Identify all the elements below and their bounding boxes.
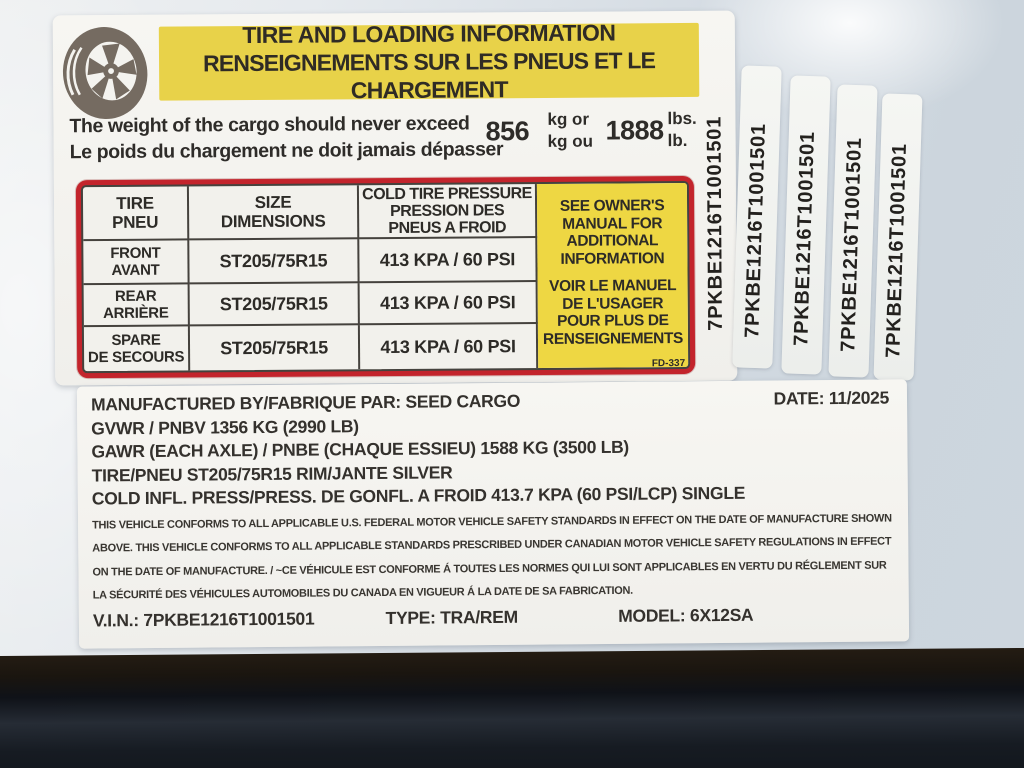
cargo-lb-value: 1888 (605, 115, 664, 146)
model-value: MODEL: 6X12SA (618, 604, 754, 626)
rear-pressure: 413 KPA / 60 PSI (380, 291, 516, 313)
tire-loading-label: TIRE AND LOADING INFORMATION RENSEIGNEME… (52, 10, 738, 386)
spare-en: SPARE (111, 331, 161, 349)
trailer-dark-trim (0, 647, 1024, 768)
vin-strip-3-text: 7PKBE1216T1001501 (837, 136, 866, 353)
lb-unit-en: lbs. (667, 108, 697, 129)
title-en: TIRE AND LOADING INFORMATION (242, 19, 616, 49)
owners-manual-note: SEE OWNER'S MANUAL FOR ADDITIONAL INFORM… (536, 182, 689, 370)
vin-strip-2: 7PKBE1216T1001501 (781, 75, 831, 375)
front-fr: AVANT (111, 261, 160, 279)
rear-en: REAR (114, 287, 157, 305)
rear-size: ST205/75R15 (219, 292, 328, 314)
header-size-l1: SIZE (254, 192, 292, 212)
cargo-weight-text: The weight of the cargo should never exc… (69, 110, 503, 165)
title-banner: TIRE AND LOADING INFORMATION RENSEIGNEME… (158, 19, 700, 103)
col-header-pressure: COLD TIRE PRESSURE PRESSION DES PNEUS A … (358, 184, 538, 240)
front-size: ST205/75R15 (219, 249, 328, 271)
spare-size: ST205/75R15 (220, 336, 328, 358)
spare-pressure: 413 KPA / 60 PSI (380, 335, 516, 357)
vin-strip-1: 7PKBE1216T1001501 (732, 65, 782, 369)
owners-en-l1: SEE OWNER'S (559, 197, 665, 215)
owners-fr-l1: VOIR LE MANUEL (549, 277, 677, 295)
tire-wheel-icon (62, 27, 148, 120)
header-tire-fr: PNEU (112, 212, 159, 232)
vin-value: V.I.N.: 7PKBE1216T1001501 (92, 608, 315, 630)
tire-spec-grid: TIRE PNEU SIZE DIMENSIONS COLD TIRE PRES… (80, 180, 691, 374)
row-front-size: ST205/75R15 (189, 239, 360, 285)
row-spare-pressure: 413 KPA / 60 PSI (359, 324, 539, 370)
rear-fr: ARRIÈRE (103, 304, 169, 323)
owners-note-fr: VOIR LE MANUEL DE L'USAGER POUR PLUS DE … (543, 277, 683, 348)
owners-en-l2: MANUAL FOR (562, 214, 663, 233)
date-value: DATE: 11/2025 (773, 387, 890, 409)
row-rear-pressure: 413 KPA / 60 PSI (359, 282, 538, 326)
spare-fr: DE SECOURS (87, 348, 185, 367)
cargo-kg-value: 856 (485, 116, 530, 147)
lb-unit-fr: lb. (667, 130, 688, 151)
row-front-position: FRONT AVANT (83, 240, 190, 286)
owners-fr-l3: POUR PLUS DE (557, 312, 669, 330)
owners-en-l4: INFORMATION (560, 249, 665, 268)
vin-strip-4: 7PKBE1216T1001501 (873, 93, 923, 381)
manufactured-by-text: MANUFACTURED BY/FABRIQUE PAR: SEED CARGO (90, 390, 521, 415)
owners-fr-l2: DE L'USAGER (562, 294, 664, 313)
vin-strip-1-text: 7PKBE1216T1001501 (741, 122, 770, 339)
row-spare-position: SPARE DE SECOURS (83, 326, 191, 372)
header-pressure-l2: PRESSION DES (390, 201, 505, 220)
cargo-line-en: The weight of the cargo should never exc… (69, 112, 470, 138)
owners-note-en: SEE OWNER'S MANUAL FOR ADDITIONAL INFORM… (560, 197, 665, 268)
row-rear-size: ST205/75R15 (189, 283, 360, 327)
row-front-pressure: 413 KPA / 60 PSI (359, 238, 538, 284)
vin-strip-3: 7PKBE1216T1001501 (828, 84, 878, 378)
header-tire-en: TIRE (116, 193, 154, 213)
certification-label: MANUFACTURED BY/FABRIQUE PAR: SEED CARGO… (76, 379, 910, 649)
cargo-kg-units: kg or kg ou (547, 109, 593, 153)
vin-strip-2-text: 7PKBE1216T1001501 (790, 130, 819, 347)
type-value: TYPE: TRA/REM (385, 606, 518, 628)
compliance-paragraph: THIS VEHICLE CONFORMS TO ALL APPLICABLE … (92, 512, 892, 602)
row-spare-size: ST205/75R15 (189, 325, 361, 371)
header-pressure-l1: COLD TIRE PRESSURE (362, 184, 532, 203)
header-size-l2: DIMENSIONS (220, 211, 326, 232)
front-pressure: 413 KPA / 60 PSI (379, 248, 516, 270)
header-pressure-l3: PNEUS A FROID (388, 218, 507, 237)
col-header-size: SIZE DIMENSIONS (188, 185, 360, 241)
kg-unit-en: kg or (547, 109, 590, 129)
front-en: FRONT (110, 244, 161, 262)
cargo-line-fr: Le poids du chargement ne doit jamais dé… (69, 138, 504, 164)
vin-strip-4-text: 7PKBE1216T1001501 (882, 142, 911, 359)
tire-spec-table: TIRE PNEU SIZE DIMENSIONS COLD TIRE PRES… (75, 175, 696, 379)
title-fr: RENSEIGNEMENTS SUR LES PNEUS ET LE CHARG… (202, 47, 656, 104)
kg-unit-fr: kg ou (547, 131, 594, 151)
form-code: FD-337 (651, 357, 686, 370)
owners-fr-l4: RENSEIGNEMENTS (542, 329, 684, 348)
row-rear-position: REAR ARRIÈRE (83, 284, 190, 328)
cargo-lb-units: lbs. lb. (667, 108, 697, 152)
vin-vertical-on-label: 7PKBE1216T1001501 (703, 115, 727, 331)
owners-en-l3: ADDITIONAL (566, 232, 659, 250)
col-header-tire: TIRE PNEU (82, 186, 190, 242)
